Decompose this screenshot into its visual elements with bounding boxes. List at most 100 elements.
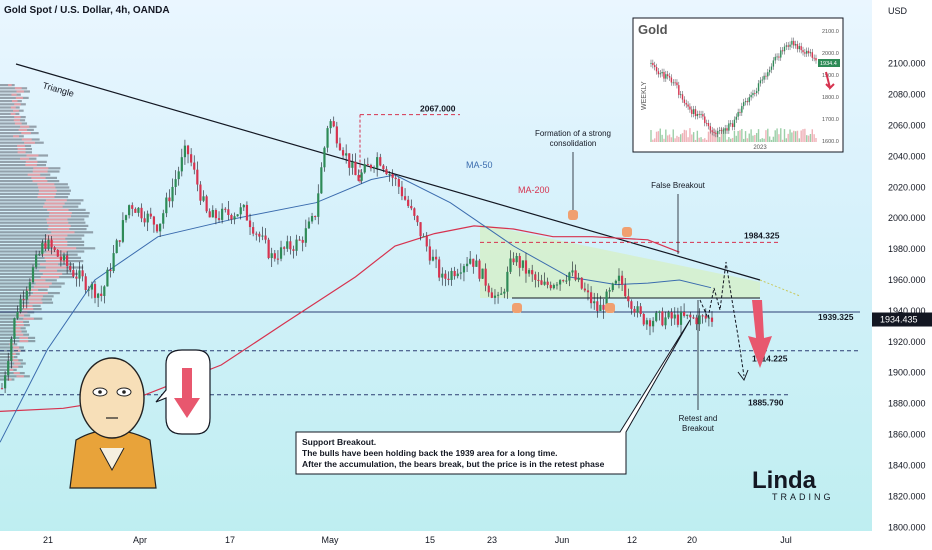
y-tick-label: 1900.000 xyxy=(888,368,926,378)
profile-bar xyxy=(31,279,46,282)
profile-bar xyxy=(48,224,71,227)
candle-body xyxy=(490,292,493,298)
profile-bar xyxy=(0,272,78,275)
profile-bar xyxy=(14,116,21,119)
candle-body xyxy=(245,204,249,221)
profile-bar xyxy=(0,343,18,346)
candle-body xyxy=(242,204,245,208)
candle-body xyxy=(648,320,652,327)
candle-body xyxy=(481,268,484,279)
candle-body xyxy=(59,256,63,261)
candle-body xyxy=(360,172,363,181)
profile-bar xyxy=(42,253,63,256)
profile-bar xyxy=(0,138,40,141)
candle-body xyxy=(193,162,196,170)
candle-body xyxy=(379,157,382,166)
candle-body xyxy=(78,270,81,279)
current-price-tag xyxy=(872,312,932,327)
candle-body xyxy=(140,207,143,219)
candle-body xyxy=(87,289,90,291)
y-tick-label: 1960.000 xyxy=(888,275,926,285)
candle-body xyxy=(72,269,75,277)
candle-body xyxy=(571,270,574,273)
candle-body xyxy=(512,258,515,263)
candle-body xyxy=(391,174,394,178)
candle-body xyxy=(7,360,10,376)
price-axis-panel[interactable] xyxy=(872,0,932,550)
profile-bar xyxy=(47,228,70,231)
candle-body xyxy=(487,285,490,293)
profile-bar xyxy=(0,148,32,151)
profile-bar xyxy=(12,359,19,362)
profile-bar xyxy=(0,160,47,163)
candle-body xyxy=(106,269,109,287)
profile-bar xyxy=(35,282,52,285)
candle-body xyxy=(372,167,376,169)
candle-body xyxy=(227,209,230,216)
profile-bar xyxy=(0,336,36,339)
candle-body xyxy=(639,306,642,315)
candle-body xyxy=(276,258,280,260)
candle-body xyxy=(338,143,342,151)
candle-body xyxy=(221,208,224,220)
candle-body xyxy=(425,236,428,247)
profile-bar xyxy=(18,128,28,131)
candle-body xyxy=(434,256,438,260)
candle-body xyxy=(686,314,689,316)
candle-body xyxy=(403,196,407,200)
profile-bar xyxy=(0,196,69,199)
profile-bar xyxy=(0,372,25,375)
profile-bar xyxy=(0,215,89,218)
inset-y-tick: 2100.0 xyxy=(822,29,839,35)
time-axis-panel[interactable] xyxy=(0,531,932,550)
candle-body xyxy=(131,205,134,209)
current-price-label: 1934.435 xyxy=(880,315,918,325)
profile-bar xyxy=(0,93,21,96)
candle-body xyxy=(617,275,621,281)
candle-body xyxy=(540,280,543,285)
profile-bar xyxy=(16,375,24,378)
y-tick-label: 2000.000 xyxy=(888,213,926,223)
profile-bar xyxy=(52,247,77,250)
profile-bar xyxy=(0,237,82,240)
profile-bar xyxy=(0,314,31,317)
bearish-arrow-icon xyxy=(748,300,772,368)
profile-bar xyxy=(32,180,48,183)
profile-bar xyxy=(21,138,32,141)
candle-body xyxy=(149,213,152,217)
svg-text:Linda: Linda xyxy=(752,467,817,494)
profile-bar xyxy=(25,160,38,163)
profile-bar xyxy=(13,346,20,349)
candle-body xyxy=(605,291,608,310)
character-avatar xyxy=(69,357,157,489)
candle-body xyxy=(292,249,295,251)
candle-body xyxy=(283,247,286,249)
candle-body xyxy=(180,157,183,172)
candle-body xyxy=(658,311,661,313)
candle-body xyxy=(475,260,478,267)
svg-text:TRADING: TRADING xyxy=(772,492,834,502)
level-label: 1984.325 xyxy=(744,230,780,240)
y-tick-label: 2060.000 xyxy=(888,120,926,130)
ma200-label: MA-200 xyxy=(518,185,550,195)
candle-body xyxy=(441,273,444,278)
candle-body xyxy=(165,197,168,214)
candle-body xyxy=(134,208,137,213)
candle-body xyxy=(580,277,583,289)
candle-body xyxy=(707,317,710,319)
profile-bar xyxy=(0,234,85,237)
profile-bar xyxy=(9,368,14,371)
candle-body xyxy=(314,216,317,218)
candle-body xyxy=(25,290,28,300)
level-label: 1914.225 xyxy=(752,354,788,364)
candle-body xyxy=(236,214,239,217)
profile-bar xyxy=(16,314,25,317)
candle-body xyxy=(323,147,326,168)
candle-body xyxy=(66,255,69,266)
profile-bar xyxy=(0,352,20,355)
profile-bar xyxy=(0,282,65,285)
profile-bar xyxy=(14,362,21,365)
profile-bar xyxy=(39,189,57,192)
